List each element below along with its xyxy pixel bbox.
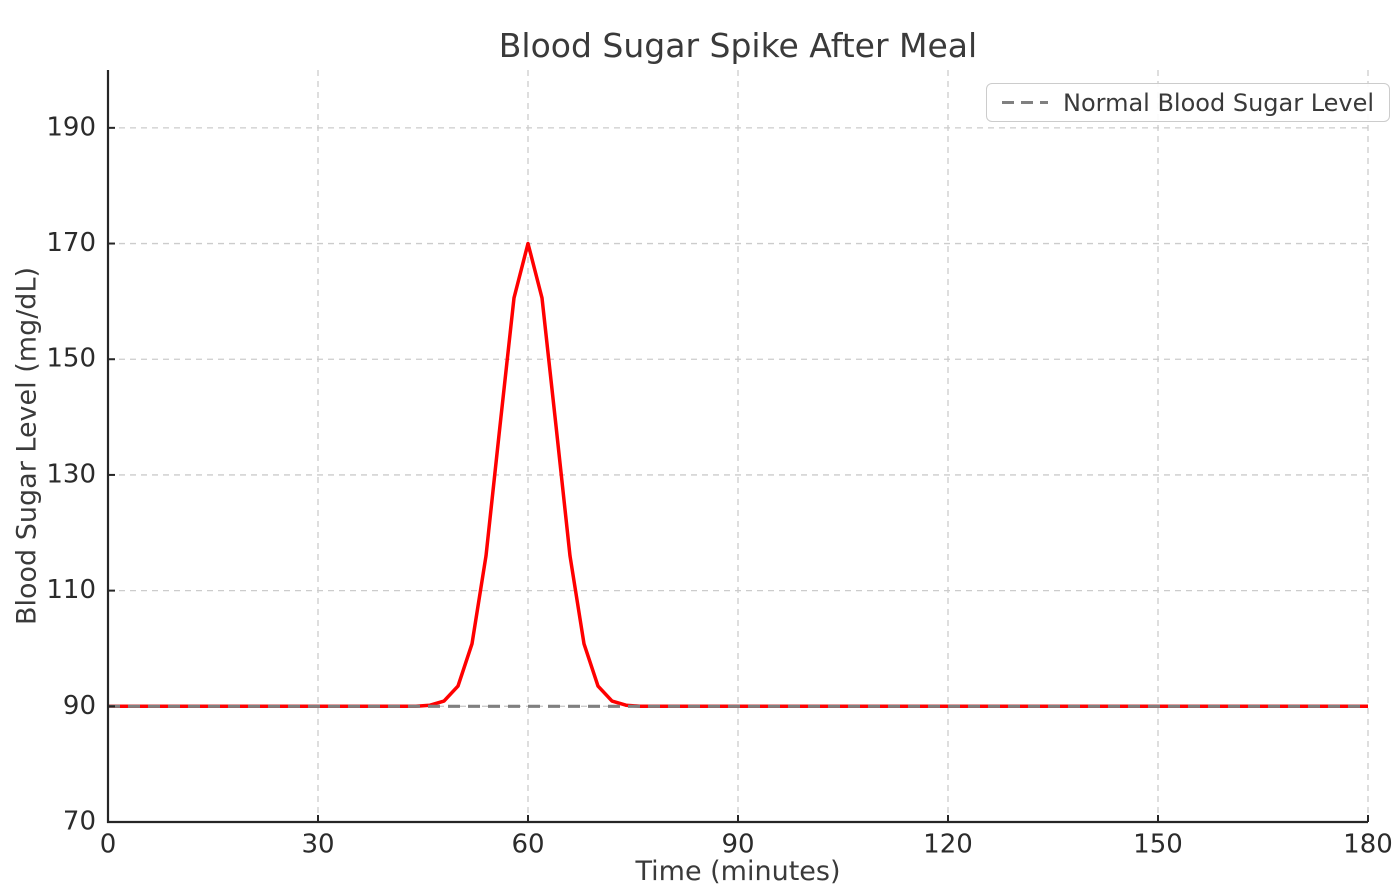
y-tick-label: 150 [46,344,96,374]
x-tick-label: 60 [511,829,544,859]
x-tick-label: 0 [100,829,117,859]
x-tick-label: 90 [721,829,754,859]
x-tick-label: 30 [301,829,334,859]
y-tick-label: 190 [46,112,96,142]
y-tick-label: 170 [46,228,96,258]
y-tick-label: 90 [63,691,96,721]
y-axis-label: Blood Sugar Level (mg/dL) [11,266,43,626]
chart-title: Blood Sugar Spike After Meal [498,26,978,65]
x-tick-label: 120 [923,829,973,859]
legend: Normal Blood Sugar Level [986,83,1391,122]
y-tick-label: 110 [46,575,96,605]
y-tick-label: 130 [46,459,96,489]
y-tick-label: 70 [63,807,96,837]
legend-dashed-line-icon [1002,100,1048,105]
x-axis-label: Time (minutes) [635,856,841,887]
x-tick-label: 150 [1133,829,1183,859]
legend-label: Normal Blood Sugar Level [1063,88,1375,117]
x-tick-label: 180 [1343,829,1393,859]
